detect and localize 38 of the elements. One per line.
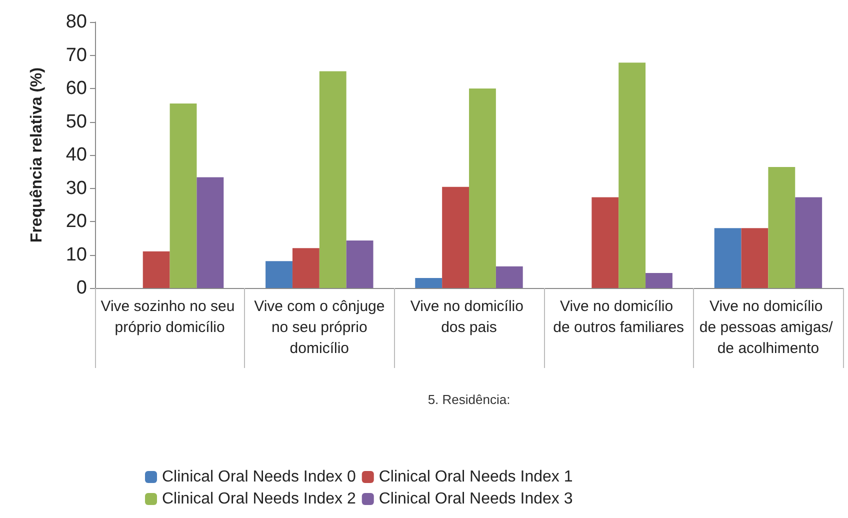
bar <box>346 240 374 288</box>
bar <box>741 228 768 288</box>
bar <box>170 103 197 288</box>
legend-label: Clinical Oral Needs Index 2 <box>162 490 356 508</box>
bar <box>142 251 170 288</box>
y-axis-title: Frequência relativa (%) <box>28 67 46 243</box>
y-tick-label: 40 <box>66 144 87 166</box>
y-tick-label: 10 <box>66 244 87 266</box>
bar <box>196 177 224 288</box>
x-tick-label: Vive com o cônjuge no seu próprio domicílio <box>254 298 385 357</box>
x-tick-label: Vive no domicílio de outros familiares <box>553 298 684 336</box>
bar <box>496 266 523 288</box>
y-tick-label: 20 <box>66 211 87 232</box>
y-tick-label: 80 <box>66 12 87 32</box>
y-tick-label: 70 <box>66 44 87 66</box>
bar <box>592 197 619 288</box>
y-tick-label: 30 <box>66 178 87 199</box>
y-tick-label: 50 <box>66 111 87 132</box>
bar <box>618 62 646 288</box>
bar <box>469 88 496 288</box>
x-axis-title: 5. Residência: <box>428 392 510 407</box>
bar <box>442 186 469 288</box>
bar <box>266 261 292 288</box>
bar <box>292 248 320 288</box>
bar <box>795 197 822 288</box>
bar <box>646 273 672 288</box>
x-tick-label: Vive sozinho no seu próprio domicílio <box>100 298 239 336</box>
x-tick-label: Vive no domicílio dos pais <box>410 298 528 336</box>
y-tick-label: 0 <box>76 278 87 298</box>
legend-label: Clinical Oral Needs Index 3 <box>378 490 573 508</box>
legend-label: Clinical Oral Needs Index 1 <box>378 468 573 486</box>
x-tick-label: Vive no domicílio de pessoas amigas/ de acolhimento <box>699 298 837 357</box>
y-tick-label: 60 <box>66 78 87 99</box>
bar <box>319 71 346 288</box>
legend-label: Clinical Oral Needs Index 0 <box>162 468 356 486</box>
bar <box>768 166 796 288</box>
bar <box>714 228 742 288</box>
bar <box>415 278 442 288</box>
